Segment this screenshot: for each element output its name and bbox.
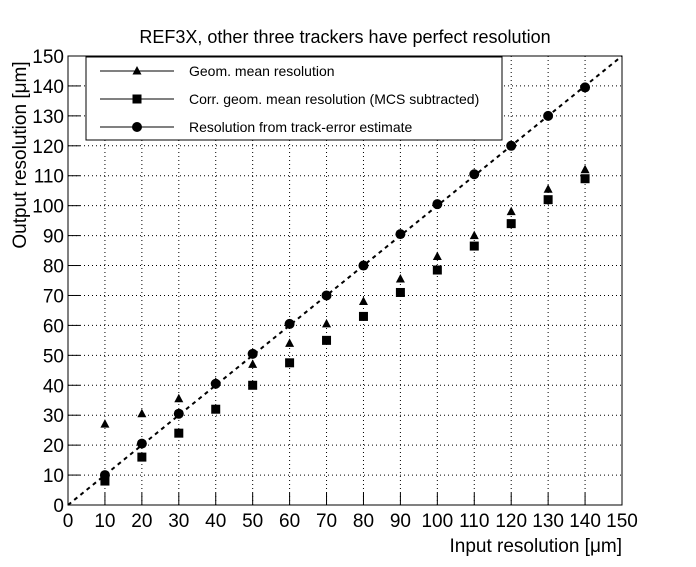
plot-frame [67,55,623,506]
marker-square [174,428,184,438]
marker-circle [580,82,591,93]
marker-square [580,174,590,184]
marker-circle [284,318,295,329]
y-tick-label: 120 [32,137,64,158]
y-tick-label: 70 [43,286,64,307]
marker-square [211,404,221,414]
marker-circle [469,169,480,180]
legend-label: Resolution from track-error estimate [189,119,413,135]
y-tick-label: 90 [43,227,64,248]
marker-circle [358,260,369,271]
marker-triangle [137,408,147,418]
marker-square [469,241,479,251]
x-tick-label: 40 [205,511,226,532]
marker-square [132,94,142,104]
marker-circle [395,229,406,240]
marker-circle [247,348,258,359]
marker-triangle [543,184,553,193]
y-tick-label: 40 [43,376,64,397]
marker-square [432,265,442,275]
x-tick-label: 70 [316,511,337,532]
y-tick-label: 60 [43,316,64,337]
marker-square [506,219,516,229]
marker-square [285,358,295,368]
x-tick-label: 140 [569,511,601,532]
marker-circle [132,122,142,132]
x-tick-label: 130 [532,511,564,532]
marker-circle [136,438,147,449]
marker-triangle [100,419,110,428]
x-tick-label: 50 [242,511,263,532]
marker-circle [506,140,517,151]
chart-title: REF3X, other three trackers have perfect… [139,27,550,47]
y-tick-label: 100 [32,197,64,218]
diagonal-line [67,55,623,506]
x-tick-label: 90 [390,511,411,532]
marker-square [100,476,110,486]
marker-circle [173,408,184,419]
marker-square [395,287,405,297]
marker-square [322,335,332,345]
legend-label: Geom. mean resolution [189,63,335,79]
x-tick-label: 150 [606,511,638,532]
marker-triangle [432,251,442,261]
marker-circle [432,199,443,210]
x-axis-label: Input resolution [μm] [449,536,622,557]
x-tick-label: 60 [279,511,300,532]
y-tick-label: 50 [43,346,64,367]
x-tick-label: 10 [94,511,115,532]
y-tick-label: 20 [43,436,64,457]
marker-circle [210,378,221,389]
marker-triangle [506,206,516,216]
y-tick-label: 30 [43,406,64,427]
marker-square [543,195,553,205]
x-tick-label: 80 [353,511,374,532]
x-tick-label: 100 [421,511,453,532]
marker-triangle [580,164,590,174]
marker-triangle [358,296,368,305]
y-axis-label: Output resolution [μm] [10,61,31,248]
y-tick-label: 0 [53,496,64,517]
y-tick-label: 110 [34,167,64,188]
marker-triangle [132,66,142,75]
x-tick-label: 30 [168,511,189,532]
x-tick-label: 20 [131,511,152,532]
y-tick-label: 130 [32,107,64,128]
marker-square [358,311,368,321]
marker-triangle [174,393,184,403]
y-tick-label: 80 [43,257,64,278]
marker-square [137,452,147,462]
x-tick-label: 110 [459,511,489,532]
y-tick-label: 10 [43,466,64,487]
marker-circle [321,290,332,301]
marker-square [248,380,258,390]
marker-circle [99,470,110,481]
y-tick-label: 150 [32,47,64,68]
marker-triangle [469,230,479,240]
marker-triangle [395,274,405,283]
marker-triangle [322,318,332,328]
marker-triangle [285,338,295,347]
y-tick-label: 140 [32,77,64,98]
x-tick-label: 120 [495,511,527,532]
marker-triangle [248,359,258,368]
legend-label: Corr. geom. mean resolution (MCS subtrac… [189,91,479,107]
marker-circle [543,110,554,121]
x-tick-label: 0 [63,511,74,532]
